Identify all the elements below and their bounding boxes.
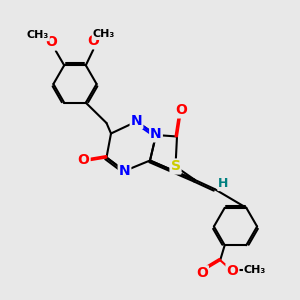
Text: O: O — [226, 264, 238, 278]
Text: O: O — [176, 103, 188, 117]
Text: N: N — [119, 164, 130, 178]
Text: N: N — [150, 128, 162, 141]
Text: H: H — [218, 177, 229, 190]
Text: CH₃: CH₃ — [244, 265, 266, 275]
Text: CH₃: CH₃ — [27, 30, 49, 40]
Text: O: O — [45, 35, 57, 50]
Text: N: N — [131, 114, 142, 128]
Text: CH₃: CH₃ — [93, 29, 115, 39]
Text: O: O — [87, 34, 99, 48]
Text: O: O — [78, 153, 90, 167]
Text: O: O — [196, 266, 208, 280]
Text: S: S — [170, 160, 181, 173]
